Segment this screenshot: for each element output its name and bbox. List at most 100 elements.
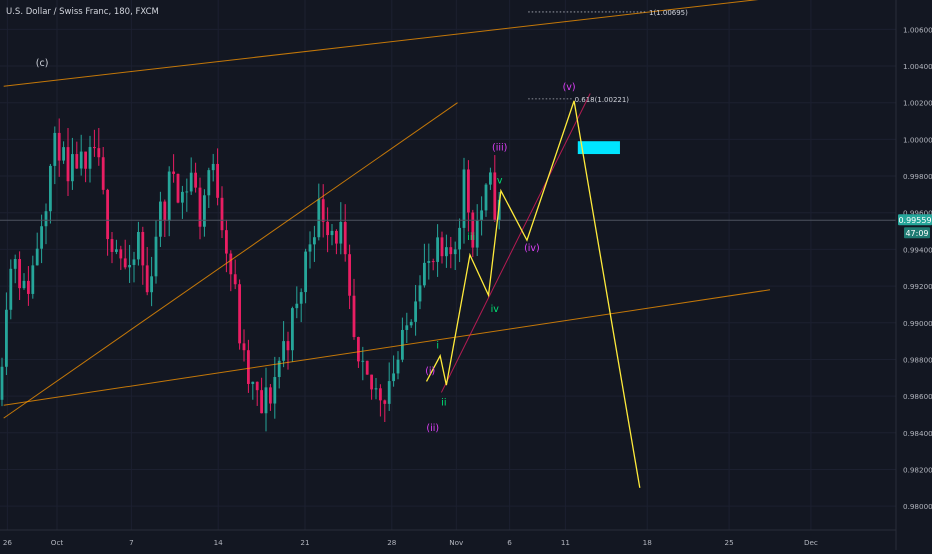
symbol-title: U.S. Dollar / Swiss Franc, 180, FXCM [6, 7, 159, 17]
steep-support [440, 93, 591, 393]
candle-body [49, 165, 52, 212]
lower-channel [3, 289, 771, 406]
candle-body [489, 172, 492, 185]
wave-label: (i) [425, 366, 435, 377]
candle-body [106, 189, 109, 240]
candle-body [233, 274, 237, 285]
target-zone [577, 141, 620, 155]
y-tick-label: 0.98000 [903, 502, 932, 511]
x-tick-label: Oct [51, 538, 64, 547]
current-price-label: 0.99559 [898, 216, 931, 225]
candle-body [299, 292, 303, 304]
candle-body [326, 221, 329, 236]
wave-label: (c) [36, 58, 49, 69]
candle-body [480, 210, 483, 221]
y-tick-label: 0.99800 [903, 172, 932, 181]
wave-label: (ii) [426, 423, 439, 434]
candle-body [493, 172, 497, 221]
candle-body [185, 191, 189, 193]
candle-body [436, 237, 439, 262]
x-tick-label: 25 [725, 538, 734, 547]
candle-body [66, 147, 70, 182]
candle-body [27, 280, 30, 294]
candle-body [304, 251, 307, 293]
candle-body [475, 220, 479, 248]
candle-body [370, 374, 373, 390]
candle-body [198, 187, 202, 227]
candle-body [75, 154, 79, 169]
candle-body [110, 239, 114, 252]
wave-label: v [497, 175, 503, 186]
candle-body [427, 261, 431, 263]
x-tick-label: 26 [3, 538, 13, 547]
candle-body [343, 221, 347, 255]
candle-body [247, 350, 250, 384]
candle-body [123, 258, 127, 268]
candle-body [431, 261, 435, 263]
candle-body [150, 276, 153, 293]
candle-body [18, 259, 21, 289]
x-tick-label: 28 [387, 538, 397, 547]
y-tick-label: 0.99200 [903, 282, 932, 291]
overlays: 1(1.00695) 0.618(1.00221) [0, 0, 896, 488]
y-tick-label: 1.00200 [903, 99, 932, 108]
candle-body [251, 381, 255, 384]
wave-label: iv [491, 304, 500, 315]
candle-body [128, 264, 131, 268]
candle-body [154, 236, 158, 277]
candle-body [167, 171, 171, 221]
candle-body [357, 337, 360, 362]
candle-body [352, 295, 356, 338]
candle-body [286, 341, 290, 351]
candle-body [471, 212, 475, 248]
y-tick-label: 1.00600 [903, 25, 932, 34]
candle-body [308, 244, 312, 252]
candle-body [71, 154, 74, 182]
candle-body [5, 309, 8, 367]
upper-channel [3, 0, 759, 87]
candle-body [115, 249, 118, 252]
price-box [898, 214, 932, 226]
candle-body [141, 231, 145, 266]
candle-body [57, 132, 61, 161]
candle-body [418, 285, 422, 302]
candle-body [9, 268, 13, 310]
candle-body [317, 199, 321, 238]
x-tick-label: 14 [214, 538, 224, 547]
candle-body [194, 172, 197, 188]
candle-body [216, 163, 219, 198]
x-tick-label: 6 [507, 538, 512, 547]
candle-body [238, 284, 241, 344]
candle-body [22, 280, 26, 289]
candle-body [361, 360, 365, 362]
x-tick-label: 7 [129, 538, 134, 547]
candle-body [282, 341, 285, 361]
candle-body [374, 388, 378, 390]
candle-body [137, 231, 140, 260]
candle-body [229, 253, 233, 275]
candle-body [172, 171, 175, 174]
candle-body [396, 359, 400, 374]
wave-label: (iv) [524, 243, 540, 254]
candle-body [414, 301, 417, 322]
candle-body [132, 259, 136, 265]
candle-body [0, 366, 4, 400]
candle-body [260, 390, 263, 414]
candle-body [291, 308, 294, 351]
candle-body [13, 259, 17, 269]
x-tick-label: 21 [300, 538, 309, 547]
candle-body [163, 201, 167, 221]
y-tick-label: 0.98800 [903, 355, 932, 364]
fib-level-label: 1(1.00695) [649, 9, 688, 17]
candle-body [348, 254, 351, 296]
candle-body [207, 170, 211, 196]
candle-body [313, 237, 316, 245]
y-tick-label: 0.99000 [903, 319, 932, 328]
candle-body [405, 325, 409, 330]
candle-body [242, 343, 246, 351]
candle-body [379, 388, 382, 401]
candle-body [321, 199, 325, 222]
